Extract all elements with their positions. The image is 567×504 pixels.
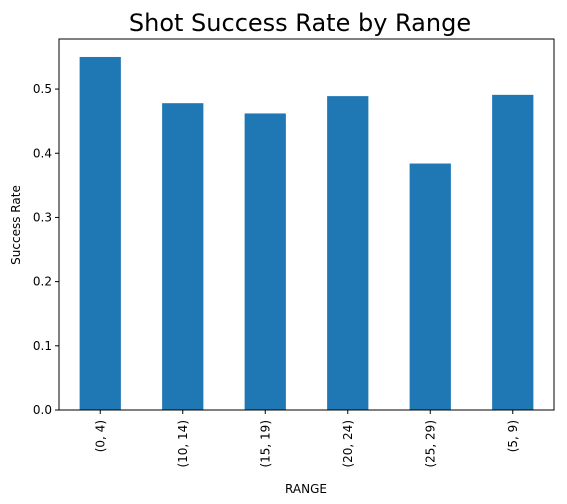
bar-2	[244, 113, 286, 410]
x-tick-label-1: (10, 14)	[176, 420, 190, 468]
y-axis-label: Success Rate	[9, 185, 23, 265]
bar-0	[79, 56, 121, 410]
x-axis-ticks: (0, 4) (10, 14) (15, 19) (20, 24) (25, 29) (5…	[93, 410, 520, 468]
x-tick-label-0: (0, 4)	[93, 420, 107, 452]
y-axis-ticks: 0.0 0.1 0.2 0.3 0.4 0.5	[33, 82, 59, 417]
bars	[79, 56, 534, 411]
x-axis-label: RANGE	[285, 482, 327, 496]
chart-title: Shot Success Rate by Range	[129, 9, 471, 37]
bar-4	[409, 163, 451, 410]
x-tick-label-4: (25, 29)	[423, 420, 437, 468]
bar-3	[327, 96, 369, 411]
x-tick-label-3: (20, 24)	[341, 420, 355, 468]
y-tick-label-1: 0.1	[33, 339, 52, 353]
y-tick-label-4: 0.4	[33, 146, 52, 160]
bar-5	[492, 94, 534, 410]
y-tick-label-3: 0.3	[33, 210, 52, 224]
x-tick-label-5: (5, 9)	[506, 420, 520, 452]
bar-1	[162, 103, 204, 410]
x-tick-label-2: (15, 19)	[258, 420, 272, 468]
y-tick-label-2: 0.2	[33, 275, 52, 289]
y-tick-label-5: 0.5	[33, 82, 52, 96]
y-tick-label-0: 0.0	[33, 403, 52, 417]
plot-area-frame	[58, 38, 555, 411]
